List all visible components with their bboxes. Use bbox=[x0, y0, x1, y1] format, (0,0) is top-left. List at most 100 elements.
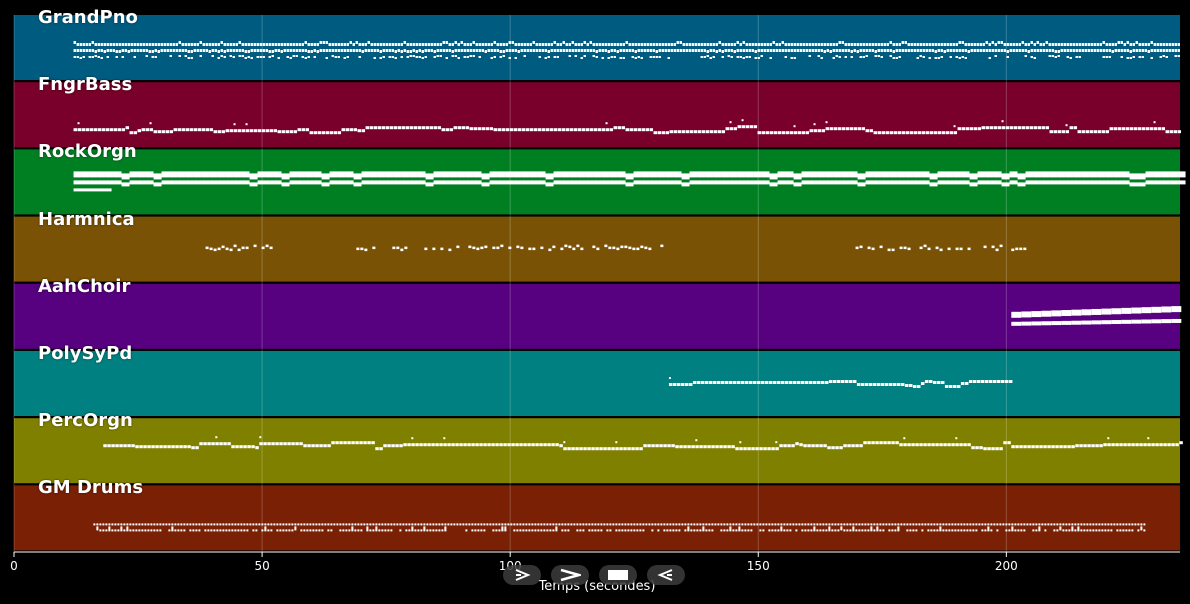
note bbox=[789, 529, 792, 532]
note bbox=[1107, 443, 1111, 447]
note bbox=[707, 445, 711, 449]
note bbox=[1073, 180, 1082, 185]
note bbox=[97, 56, 100, 58]
note bbox=[983, 245, 987, 249]
note bbox=[865, 55, 868, 57]
note bbox=[159, 445, 163, 449]
note bbox=[427, 49, 430, 52]
note bbox=[748, 49, 751, 52]
note bbox=[241, 55, 244, 57]
note bbox=[805, 43, 808, 46]
note bbox=[713, 171, 722, 178]
note bbox=[315, 523, 318, 526]
note bbox=[757, 49, 760, 52]
note bbox=[556, 43, 559, 46]
note bbox=[616, 50, 619, 53]
note bbox=[922, 43, 925, 46]
note bbox=[1132, 56, 1135, 58]
note bbox=[292, 43, 295, 46]
note bbox=[1067, 445, 1071, 449]
note bbox=[360, 529, 363, 532]
note bbox=[543, 523, 546, 526]
note bbox=[313, 49, 316, 52]
note bbox=[1015, 43, 1018, 46]
note bbox=[132, 529, 135, 532]
note bbox=[697, 180, 706, 185]
note bbox=[107, 444, 111, 448]
note bbox=[233, 123, 236, 126]
note bbox=[1177, 55, 1180, 57]
forward-button[interactable] bbox=[551, 565, 589, 585]
note bbox=[489, 127, 494, 131]
note bbox=[257, 171, 266, 178]
note bbox=[385, 49, 388, 52]
note bbox=[417, 180, 426, 185]
note bbox=[316, 43, 319, 46]
note bbox=[418, 56, 421, 58]
note bbox=[853, 49, 856, 52]
note bbox=[752, 381, 757, 384]
note bbox=[699, 445, 703, 449]
note bbox=[800, 381, 805, 384]
note bbox=[928, 57, 931, 59]
back-button[interactable] bbox=[647, 565, 685, 585]
note bbox=[605, 128, 610, 132]
note bbox=[730, 56, 733, 58]
note bbox=[641, 180, 650, 185]
note bbox=[289, 57, 292, 59]
note bbox=[742, 57, 745, 59]
note bbox=[881, 131, 886, 135]
play-button[interactable] bbox=[503, 565, 541, 585]
note bbox=[1177, 171, 1186, 178]
note bbox=[233, 129, 238, 133]
x-tick-label: 50 bbox=[254, 559, 270, 573]
note bbox=[1023, 247, 1027, 251]
note bbox=[1051, 310, 1062, 317]
note bbox=[419, 443, 423, 447]
note bbox=[211, 442, 215, 446]
note bbox=[616, 43, 619, 46]
note bbox=[810, 529, 813, 532]
note bbox=[351, 441, 355, 445]
note bbox=[1153, 180, 1162, 185]
note bbox=[441, 529, 444, 532]
note bbox=[585, 180, 594, 185]
note bbox=[261, 529, 264, 532]
note bbox=[457, 180, 466, 185]
note bbox=[563, 447, 567, 451]
note bbox=[189, 128, 194, 132]
note bbox=[940, 381, 945, 384]
note bbox=[1153, 127, 1158, 131]
stop-button[interactable] bbox=[599, 565, 637, 585]
note bbox=[771, 529, 774, 532]
note bbox=[577, 49, 580, 52]
note bbox=[457, 43, 460, 46]
note bbox=[1147, 443, 1151, 447]
track-band bbox=[14, 82, 1180, 148]
note bbox=[424, 49, 427, 52]
note bbox=[423, 523, 426, 526]
note bbox=[433, 56, 436, 58]
note bbox=[465, 529, 468, 532]
note bbox=[473, 180, 482, 185]
note bbox=[738, 526, 741, 531]
note bbox=[696, 381, 701, 384]
note bbox=[1035, 529, 1038, 532]
note bbox=[469, 55, 472, 57]
note bbox=[1025, 126, 1030, 130]
note bbox=[1023, 529, 1026, 532]
note bbox=[796, 381, 801, 384]
note bbox=[930, 529, 933, 532]
note bbox=[1138, 56, 1141, 58]
note bbox=[505, 180, 514, 185]
note bbox=[1135, 443, 1139, 447]
note bbox=[328, 43, 331, 46]
note bbox=[1013, 126, 1018, 130]
note bbox=[517, 128, 522, 132]
note bbox=[1127, 443, 1131, 447]
note bbox=[690, 529, 693, 532]
note bbox=[1027, 43, 1030, 46]
note bbox=[214, 49, 217, 52]
note bbox=[571, 49, 574, 52]
